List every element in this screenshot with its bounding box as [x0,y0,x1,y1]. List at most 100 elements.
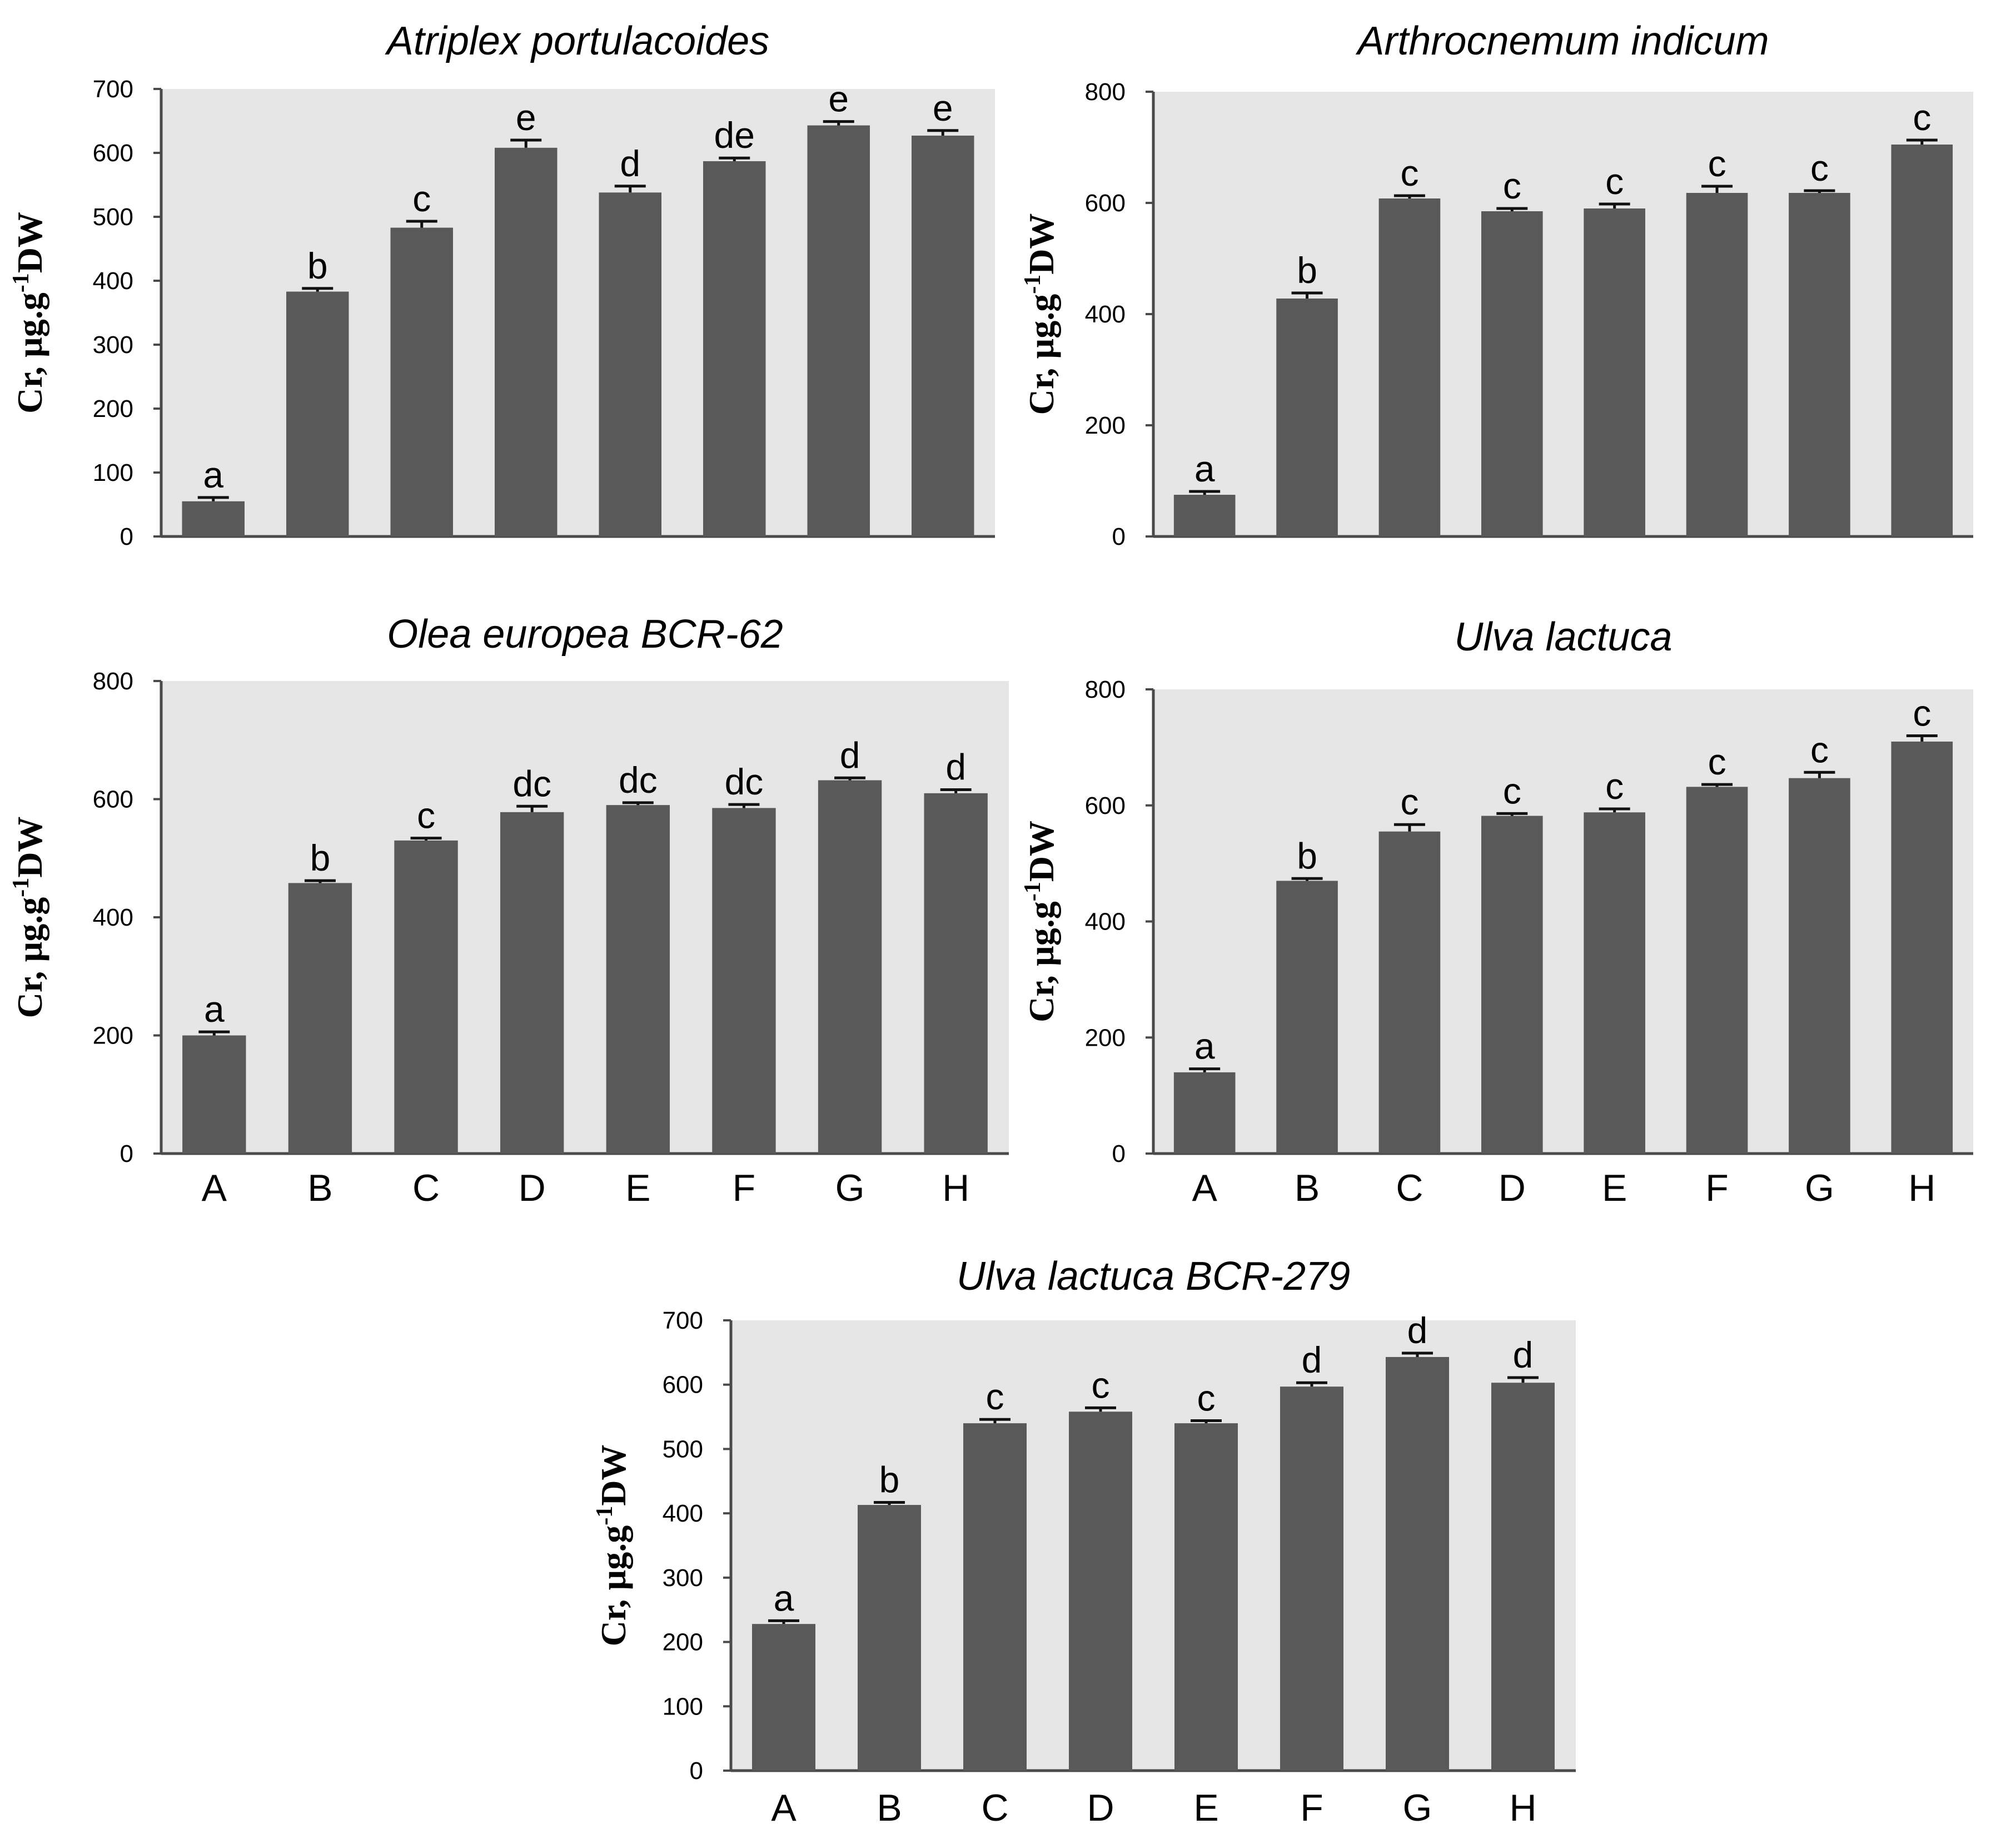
y-tick-label: 800 [1085,676,1126,703]
x-tick-label-E: E [1193,1787,1218,1824]
y-tick-label: 200 [663,1629,703,1656]
bar-A [1173,1072,1236,1154]
bar-G [1386,1356,1449,1771]
x-tick-label-C: C [1396,1167,1423,1209]
y-tick-label: 200 [1085,412,1126,439]
y-axis-label-unit: DW [10,212,49,273]
significance-label-C: c [1400,781,1418,822]
significance-label-F: c [1708,741,1726,782]
x-tick-label-H: H [1908,1167,1935,1209]
y-axis-label-unit: DW [1022,213,1061,275]
bar-E [1174,1423,1238,1771]
y-tick-label: 300 [663,1564,703,1592]
significance-label-C: c [1400,152,1418,193]
significance-label-E: d [620,143,640,184]
y-axis-label-superscript: -1 [1020,275,1046,294]
y-tick-label: 500 [663,1435,703,1463]
y-tick-label: 600 [1085,792,1126,819]
x-tick-label-C: C [412,1167,440,1209]
bar-D [1069,1412,1132,1771]
y-axis-label-unit: DW [10,817,49,878]
x-tick-label-E: E [1602,1167,1627,1209]
x-tick-label-B: B [877,1787,902,1824]
y-tick-label: 600 [93,140,133,167]
bar-H [1491,1383,1555,1771]
significance-label-H: d [945,747,966,788]
bar-G [1789,778,1850,1154]
significance-label-H: c [1913,693,1931,734]
y-tick-label: 0 [1112,1140,1126,1167]
bar-F [712,808,776,1154]
y-tick-label: 200 [93,395,133,423]
bar-D [1481,211,1543,536]
y-tick-label: 700 [93,76,133,103]
y-axis-label-main: Cr, µg.g [10,292,49,414]
significance-label-C: c [986,1376,1004,1417]
x-tick-label-E: E [625,1167,650,1209]
x-tick-label-A: A [1192,1167,1218,1209]
bar-A [1173,495,1236,536]
significance-label-A: a [1194,1026,1215,1067]
significance-label-D: c [1092,1364,1110,1405]
y-tick-label: 0 [120,523,133,550]
bar-C [1378,831,1441,1154]
x-tick-label-G: G [835,1167,865,1209]
y-axis-label-unit: DW [594,1445,633,1506]
significance-label-B: b [1297,250,1317,291]
bar-F [703,161,766,536]
y-tick-label: 0 [690,1757,703,1785]
y-tick-label: 400 [1085,908,1126,936]
y-axis-label-superscript: -1 [1020,882,1046,901]
x-tick-label-A: A [771,1787,797,1824]
significance-label-B: b [307,245,328,286]
y-axis-label: Cr, µg.g-1DW [1020,821,1061,1022]
bar-E [1584,812,1645,1154]
y-tick-label: 0 [120,1140,133,1167]
x-tick-label-D: D [1087,1787,1114,1824]
significance-label-D: c [1503,165,1521,206]
chart-title: Ulva lactuca [1454,615,1672,659]
significance-label-G: e [828,78,849,120]
significance-label-A: a [774,1577,794,1618]
x-tick-label-G: G [1403,1787,1432,1824]
significance-label-A: a [203,454,223,495]
y-tick-label: 500 [93,203,133,231]
x-tick-label-F: F [1705,1167,1729,1209]
y-tick-label: 200 [93,1022,133,1050]
y-axis-label-superscript: -1 [8,273,34,292]
x-tick-label-B: B [307,1167,332,1209]
significance-label-F: c [1708,143,1726,184]
significance-label-B: b [310,837,331,878]
y-axis-label-unit: DW [1022,821,1061,882]
x-tick-label-B: B [1295,1167,1320,1209]
x-tick-label-A: A [202,1167,227,1209]
significance-label-D: c [1503,770,1521,811]
y-axis-label: Cr, µg.g-1DW [592,1445,633,1647]
bar-A [182,501,245,536]
bar-G [818,780,882,1154]
y-tick-label: 800 [1085,78,1126,106]
bar-F [1686,193,1748,536]
bar-D [1481,816,1543,1154]
bar-C [963,1423,1027,1771]
chart-panel-2: Arthrocnemum indicum Cr, µg.g-1DW 0 200 400 6… [1020,19,1973,550]
bar-H [1891,145,1953,536]
x-tick-label-G: G [1805,1167,1834,1209]
chart-panel-3: Olea europea BCR-62 Cr, µg.g-1DW 0 200 400 60… [8,612,1009,1209]
x-tick-label-F: F [733,1167,756,1209]
significance-label-E: c [1197,1378,1216,1419]
y-axis-label: Cr, µg.g-1DW [8,817,49,1018]
chart-title: Arthrocnemum indicum [1355,19,1769,63]
significance-label-C: c [412,178,431,219]
significance-label-D: e [516,97,536,138]
significance-label-B: b [879,1459,900,1500]
bar-B [858,1505,921,1771]
x-tick-label-F: F [1300,1787,1323,1824]
significance-label-A: a [204,988,225,1030]
significance-label-H: e [933,87,953,128]
chart-title: Atriplex portulacoides [385,19,769,63]
y-axis-label-superscript: -1 [8,878,34,897]
bar-B [286,291,349,536]
significance-label-F: d [1302,1339,1322,1380]
